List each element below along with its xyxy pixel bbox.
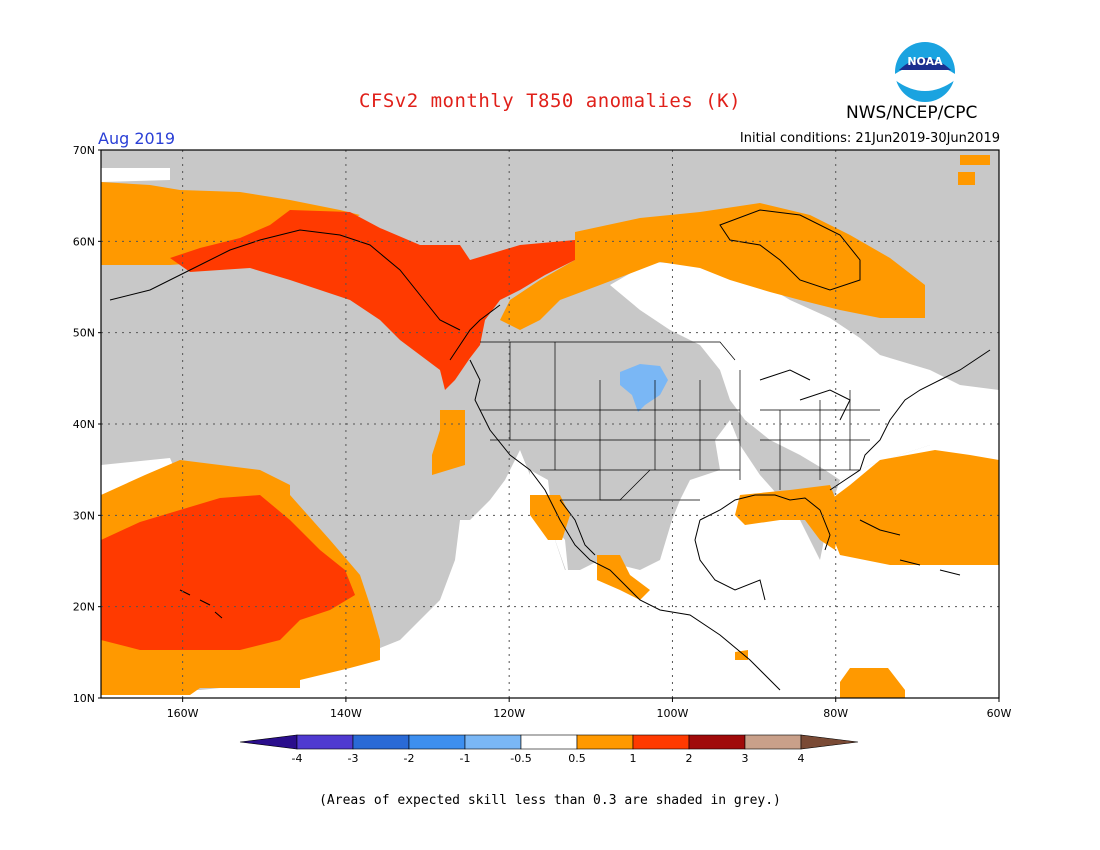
footnote: (Areas of expected skill less than 0.3 a…: [319, 793, 781, 808]
anomaly-red-pacific: [101, 495, 355, 650]
longitude-label: 60W: [987, 707, 1012, 720]
latitude-label: 10N: [73, 692, 95, 705]
anomaly-orange-gulf: [735, 485, 840, 550]
anomaly-orange-baja: [530, 495, 570, 540]
colorbar-swatch: [352, 734, 410, 750]
graticule: [101, 150, 999, 698]
noaa-logo: NOAA: [893, 40, 957, 104]
anomaly-orange-atlantic: [830, 450, 999, 565]
colorbar-label: 0.5: [568, 752, 586, 765]
longitude-label: 80W: [823, 707, 848, 720]
colorbar-swatch: [632, 734, 690, 750]
anomaly-orange-canada: [500, 203, 925, 330]
colorbar-label: 3: [742, 752, 749, 765]
colorbar-end-low: [239, 734, 298, 750]
colorbar-swatch: [296, 734, 354, 750]
colorbar-label: -4: [292, 752, 303, 765]
noaa-logo-icon: NOAA: [895, 42, 955, 102]
colorbar-swatch: [520, 734, 578, 750]
anomaly-orange-central-america: [735, 650, 748, 660]
colorbar-end-high: [800, 734, 859, 750]
colorbar-label: -2: [404, 752, 415, 765]
latitude-label: 40N: [73, 418, 95, 431]
anomaly-orange-alaska: [101, 182, 360, 265]
anomaly-orange-mexico-west: [597, 555, 650, 600]
initial-conditions-label: Initial conditions: 21Jun2019-30Jun2019: [739, 131, 1000, 146]
latitude-label: 20N: [73, 601, 95, 614]
colorbar-swatch: [408, 734, 466, 750]
agency-label: NWS/NCEP/CPC: [846, 103, 978, 123]
colorbar-label: 2: [686, 752, 693, 765]
colorbar-label: -1: [460, 752, 471, 765]
neutral-region-mexico: [548, 520, 780, 690]
colorbar-label: -3: [348, 752, 359, 765]
colorbar-label: -0.5: [510, 752, 531, 765]
anomaly-orange-hudson-north: [958, 155, 990, 185]
colorbar-swatch: [464, 734, 522, 750]
valid-month-label: Aug 2019: [98, 129, 176, 148]
latitude-label: 60N: [73, 235, 95, 248]
anomaly-orange-caribbean: [840, 668, 905, 698]
colorbar-label: 1: [630, 752, 637, 765]
neutral-region-north: [610, 262, 999, 480]
anomaly-red-northwest: [170, 210, 575, 390]
colorbar: -4 -3 -2 -1 -0.5 0.5 1 2 3 4: [239, 734, 859, 765]
neutral-region-alaska-north: [101, 168, 170, 182]
latitude-label: 30N: [73, 509, 95, 522]
neutral-region-hawaii-north: [101, 458, 175, 495]
political-borders: [480, 341, 880, 501]
latitude-labels: 70N 60N 50N 40N 30N 20N 10N: [73, 144, 101, 705]
coastlines: [109, 209, 991, 691]
colorbar-swatch: [688, 734, 746, 750]
chart-title: CFSv2 monthly T850 anomalies (K): [358, 90, 742, 112]
longitude-label: 120W: [493, 707, 525, 720]
colorbar-swatch: [576, 734, 634, 750]
longitude-label: 160W: [167, 707, 199, 720]
longitude-labels: 160W 140W 120W 100W 80W 60W: [167, 698, 1012, 720]
colorbar-label: 4: [798, 752, 805, 765]
latitude-label: 70N: [73, 144, 95, 157]
anomaly-orange-california: [432, 410, 465, 475]
latitude-label: 50N: [73, 327, 95, 340]
longitude-label: 140W: [330, 707, 362, 720]
longitude-label: 100W: [657, 707, 689, 720]
logo-text: NOAA: [907, 55, 943, 68]
anomaly-blue-plains: [620, 364, 668, 412]
colorbar-swatch: [744, 734, 802, 750]
